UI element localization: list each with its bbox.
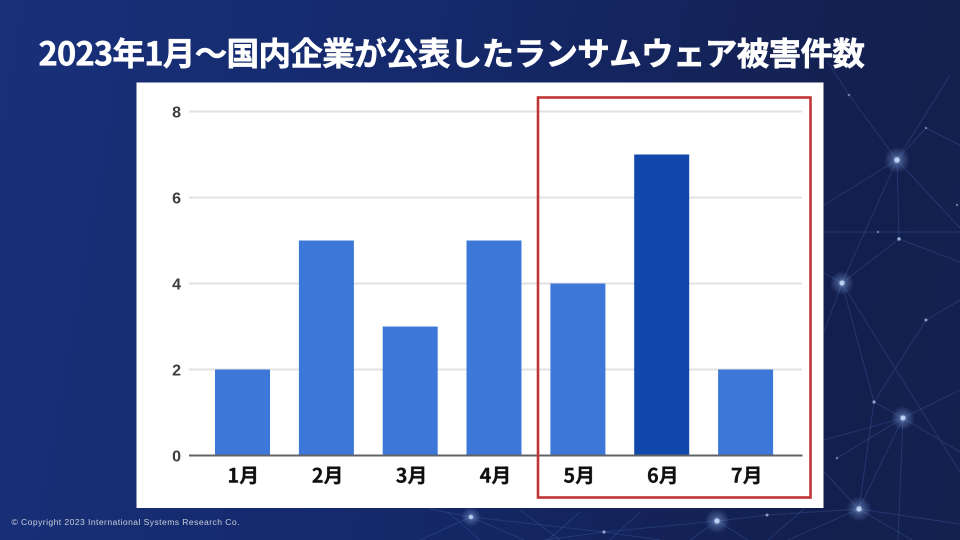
svg-text:8: 8 [172, 104, 181, 121]
svg-text:6: 6 [172, 190, 181, 207]
svg-text:© Copyright 2023 International: © Copyright 2023 International Systems R… [12, 517, 240, 527]
svg-text:4: 4 [172, 276, 181, 293]
svg-text:0: 0 [172, 448, 181, 465]
svg-text:2: 2 [172, 362, 181, 379]
